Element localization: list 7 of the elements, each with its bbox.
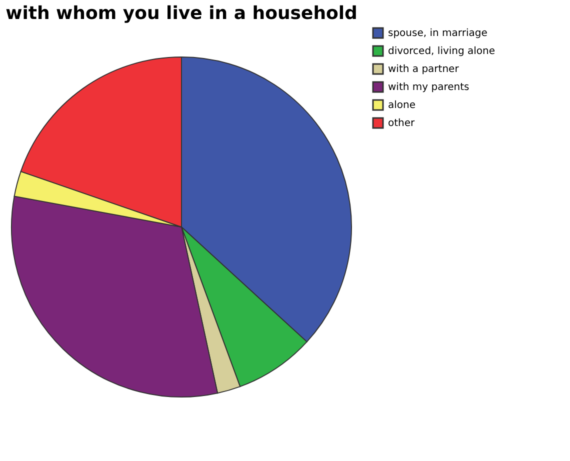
legend-label: other (388, 118, 416, 129)
legend-label: spouse, in marriage (388, 28, 488, 39)
legend-label: alone (388, 100, 416, 111)
legend-label: with my parents (388, 82, 470, 93)
chart-title: with whom you live in a household (6, 3, 358, 24)
legend-label: with a partner (388, 64, 460, 75)
legend-label: divorced, living alone (388, 46, 496, 57)
